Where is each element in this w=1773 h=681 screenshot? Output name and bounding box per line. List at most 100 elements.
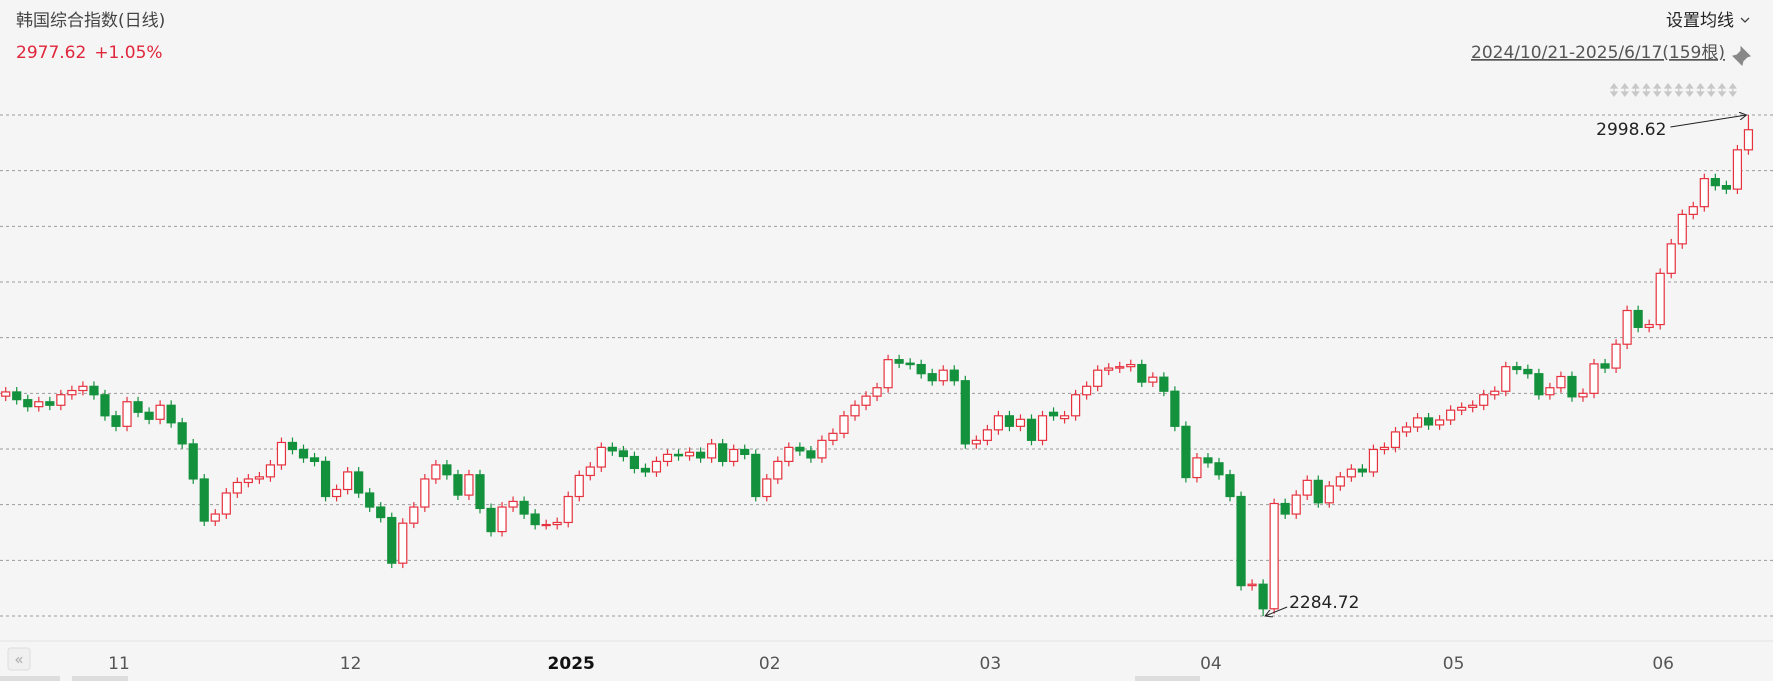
candle-body	[629, 455, 640, 470]
tool-icon[interactable]	[1631, 83, 1640, 97]
candle-body	[806, 450, 816, 459]
candle-body	[155, 404, 165, 420]
x-tick-label: 06	[1652, 654, 1674, 674]
candle-body	[751, 453, 761, 498]
candle-body	[916, 363, 926, 375]
tool-icon[interactable]	[1707, 83, 1716, 97]
candle-body	[585, 466, 595, 477]
candle-body	[1468, 404, 1478, 408]
candle-body	[221, 492, 231, 515]
candle-body	[100, 394, 110, 417]
tool-icon[interactable]	[1728, 83, 1737, 97]
candle-body	[1732, 149, 1743, 190]
tool-icons[interactable]	[1609, 83, 1737, 97]
scrollbar[interactable]	[0, 676, 60, 681]
candle-body	[1721, 185, 1731, 190]
candle-body	[850, 404, 860, 417]
candle-body	[67, 389, 77, 396]
tool-icon[interactable]	[1609, 83, 1619, 97]
candle-body	[1357, 468, 1367, 473]
tool-icon[interactable]	[1663, 83, 1673, 97]
dropdown-icon[interactable]	[1740, 17, 1750, 23]
candle-body	[1423, 417, 1434, 426]
scroll-left-icon[interactable]: «	[14, 651, 23, 669]
candle-body	[1512, 366, 1522, 371]
scroll-left-button[interactable]	[7, 647, 31, 671]
candle-body	[1059, 415, 1070, 420]
candle-body	[1170, 390, 1180, 427]
date-range[interactable]: 2024/10/21-2025/6/17(159根)	[1471, 43, 1725, 63]
candle-body	[265, 464, 276, 478]
candle-body	[1611, 343, 1621, 369]
candle-body	[232, 481, 242, 494]
tool-icon[interactable]	[1696, 83, 1705, 97]
low-label: 2284.72	[1289, 593, 1359, 613]
annotation-arrow	[1670, 115, 1746, 128]
candle-body	[1633, 309, 1643, 328]
candle-body	[276, 441, 287, 466]
candle-body	[1291, 494, 1301, 515]
candle-body	[1622, 309, 1632, 345]
candle-body	[596, 446, 606, 468]
scrollbar[interactable]	[1135, 676, 1200, 681]
candle-body	[1567, 375, 1577, 398]
tool-icon[interactable]	[1685, 83, 1694, 97]
candle-body	[530, 513, 540, 526]
candle-body	[1181, 425, 1191, 479]
tool-icon[interactable]	[1653, 83, 1662, 97]
candle-body	[320, 460, 331, 498]
candle-body	[993, 415, 1004, 431]
candle-body	[486, 507, 496, 533]
candle-body	[1534, 373, 1544, 396]
candle-body	[971, 439, 981, 445]
candle-body	[927, 373, 937, 382]
candle-body	[431, 464, 441, 480]
x-tick-label: 02	[759, 654, 781, 674]
candle-body	[1159, 376, 1169, 392]
candle-body	[199, 478, 209, 522]
candle-body	[1115, 366, 1125, 369]
candle-body	[1093, 369, 1103, 387]
scrollbar[interactable]	[72, 676, 128, 681]
candle-body	[1578, 392, 1588, 398]
tool-icon[interactable]	[1674, 83, 1683, 97]
candle-body	[420, 478, 430, 508]
candle-body	[254, 476, 264, 480]
tool-icon[interactable]	[1717, 83, 1727, 97]
candle-body	[1258, 583, 1268, 610]
chart-title: 韩国综合指数(日线)	[16, 11, 165, 31]
ma-button[interactable]: 设置均线	[1666, 11, 1734, 31]
candle-body	[1346, 468, 1356, 478]
candle-body	[111, 415, 121, 427]
candle-body	[387, 516, 397, 564]
pin-icon[interactable]	[1732, 45, 1751, 66]
candle-body	[177, 422, 187, 445]
candle-body	[861, 395, 871, 406]
candle-body	[1214, 462, 1224, 476]
candle-body	[883, 359, 893, 389]
candle-body	[1556, 375, 1566, 389]
candle-body	[519, 500, 529, 515]
candle-body	[740, 448, 750, 455]
candle-body	[574, 474, 584, 498]
candle-body	[982, 429, 992, 441]
candle-body	[1688, 206, 1698, 215]
candle-body	[1126, 363, 1136, 368]
candle-body	[839, 415, 849, 434]
candle-body	[1655, 272, 1665, 326]
candle-body	[795, 446, 805, 452]
candle-body	[1390, 431, 1401, 448]
candle-body	[398, 522, 408, 564]
tool-icon[interactable]	[1620, 83, 1629, 97]
candle-body	[1082, 385, 1092, 396]
x-tick-label: 04	[1200, 654, 1222, 674]
candle-body	[1, 391, 11, 397]
candle-body	[1004, 415, 1015, 427]
candle-body	[144, 411, 154, 420]
x-tick-label: 2025	[548, 654, 595, 674]
tool-icon[interactable]	[1642, 83, 1651, 97]
candle-body	[552, 521, 562, 526]
candle-body	[45, 401, 55, 406]
candle-body	[817, 439, 827, 459]
x-tick-label: 11	[108, 654, 130, 674]
